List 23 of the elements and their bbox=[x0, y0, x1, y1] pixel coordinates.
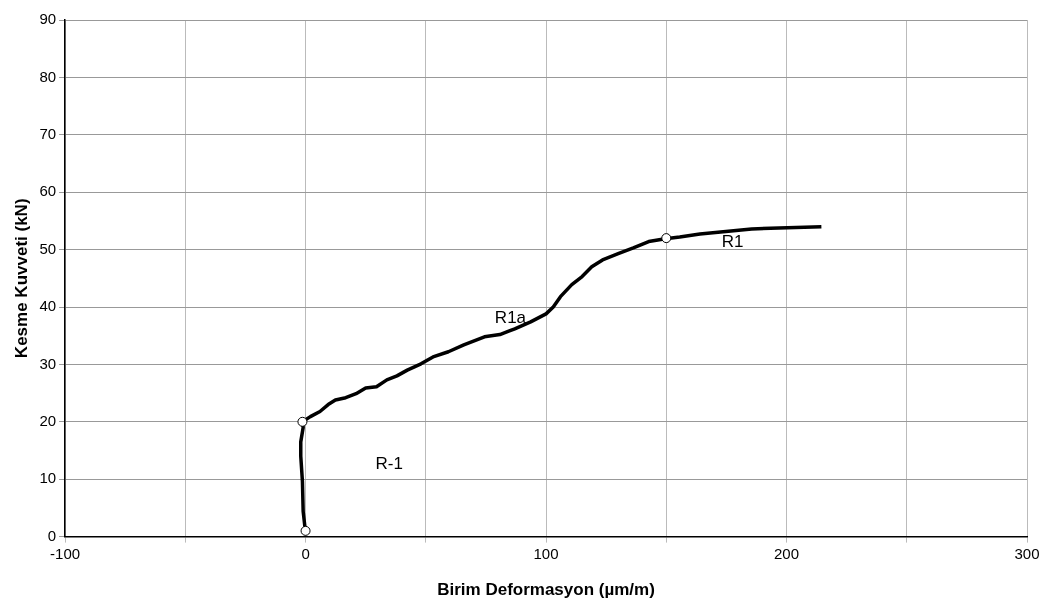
point bbox=[300, 525, 311, 536]
x-tick-label: 100 bbox=[533, 544, 559, 562]
x-tick-label: -100 bbox=[50, 544, 81, 562]
x-tick-label: 200 bbox=[774, 544, 800, 562]
y-tick-label: 0 bbox=[47, 526, 57, 544]
y-tick-label: 60 bbox=[39, 182, 57, 200]
x-tick-label: 0 bbox=[301, 544, 310, 562]
y-tick-label: 40 bbox=[39, 297, 57, 315]
y-tick-label: 70 bbox=[39, 124, 57, 142]
y-tick-label: 80 bbox=[39, 67, 57, 85]
annotation: R1a bbox=[494, 307, 527, 327]
point bbox=[661, 233, 672, 244]
y-tick-label: 10 bbox=[39, 469, 57, 487]
y-axis-title: Kesme Kuvveti (kN) bbox=[11, 198, 31, 359]
y-tick-label: 50 bbox=[39, 239, 57, 257]
y-tick-label: 90 bbox=[39, 10, 57, 28]
x-axis-title: Birim Deformasyon (µm/m) bbox=[437, 580, 655, 600]
y-tick-label: 20 bbox=[39, 411, 57, 429]
y-tick-label: 30 bbox=[39, 354, 57, 372]
x-tick-label: 300 bbox=[1014, 544, 1040, 562]
annotation: R-1 bbox=[375, 453, 403, 473]
annotation: R1 bbox=[721, 231, 744, 251]
point bbox=[297, 416, 308, 427]
